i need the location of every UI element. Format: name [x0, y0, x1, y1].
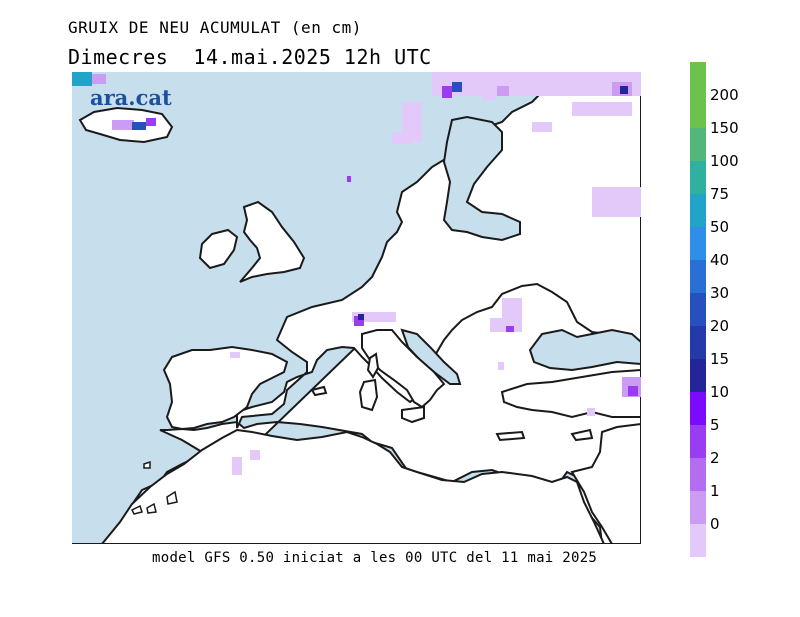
- snow-cell: [506, 326, 514, 332]
- model-run-info: model GFS 0.50 iniciat a les 00 UTC del …: [152, 550, 598, 566]
- snow-cell: [587, 408, 595, 416]
- legend-label: 15: [710, 350, 730, 368]
- snow-cell: [232, 457, 242, 475]
- land-corsica: [366, 352, 380, 379]
- legend-swatch: [690, 524, 706, 557]
- legend-label: 75: [710, 185, 730, 203]
- snow-cell: [250, 450, 260, 460]
- snow-cell: [620, 86, 628, 94]
- chart-title: GRUIX DE NEU ACUMULAT (en cm): [68, 18, 362, 37]
- snow-cell: [230, 352, 240, 358]
- legend-swatch: [690, 62, 706, 95]
- snow-cell: [592, 187, 641, 217]
- snow-cell: [502, 298, 522, 318]
- land-canary-islands: [130, 460, 178, 515]
- snow-cell: [628, 386, 638, 396]
- land-crete: [495, 430, 526, 442]
- snow-cell: [498, 362, 504, 370]
- legend-swatch: [690, 392, 706, 425]
- snow-cell: [358, 314, 364, 320]
- snow-cell: [452, 82, 462, 92]
- legend-swatch: [690, 293, 706, 326]
- legend-swatch: [690, 458, 706, 491]
- legend-label: 150: [710, 119, 739, 137]
- snow-cell: [442, 86, 452, 98]
- legend-label: 100: [710, 152, 739, 170]
- snow-cell: [482, 82, 496, 100]
- legend-swatch: [690, 359, 706, 392]
- snow-cell: [392, 132, 412, 144]
- snow-cell: [354, 316, 364, 326]
- land-anatolia: [500, 368, 641, 419]
- snow-cell: [572, 102, 632, 116]
- snow-cell: [72, 72, 92, 86]
- legend-swatch: [690, 491, 706, 524]
- snow-depth-map: ara.cat: [72, 72, 641, 544]
- legend-label: 20: [710, 317, 730, 335]
- legend-label: 2: [710, 449, 720, 467]
- legend-label: 10: [710, 383, 730, 401]
- land-iberia: [162, 345, 289, 431]
- land-sardinia: [358, 378, 379, 412]
- legend-color-bar: [690, 62, 708, 557]
- land-ireland: [198, 228, 239, 270]
- black-sea: [528, 328, 641, 372]
- snow-cell: [112, 120, 134, 130]
- snow-cell: [432, 72, 641, 96]
- legend-swatch: [690, 260, 706, 293]
- legend-swatch: [690, 194, 706, 227]
- land-middle-east: [570, 422, 641, 544]
- land-africa: [72, 428, 606, 544]
- baltic-sea: [442, 115, 521, 242]
- brand-logo: ara.cat: [90, 85, 172, 110]
- legend-label: 0: [710, 515, 720, 533]
- snow-cell: [132, 122, 146, 130]
- legend-label: 200: [710, 86, 739, 104]
- legend-label: 1: [710, 482, 720, 500]
- legend-swatch: [690, 128, 706, 161]
- legend-label: 30: [710, 284, 730, 302]
- land-europe-africa: [72, 72, 641, 544]
- legend-swatch: [690, 326, 706, 359]
- snow-cell: [92, 74, 106, 84]
- valid-time-label: Dimecres 14.mai.2025 12h UTC: [68, 45, 432, 69]
- snow-cell: [497, 86, 509, 96]
- snow-cell: [352, 312, 396, 322]
- snow-cell: [146, 118, 156, 126]
- legend-swatch: [690, 161, 706, 194]
- land-cyprus: [570, 428, 594, 442]
- legend-swatch: [690, 425, 706, 458]
- legend-label: 5: [710, 416, 720, 434]
- land-sicily: [401, 405, 425, 424]
- land-great-britain: [239, 200, 306, 283]
- land-balearics: [310, 385, 328, 397]
- legend-swatch: [690, 227, 706, 260]
- legend-swatch: [690, 95, 706, 128]
- legend-label: 50: [710, 218, 730, 236]
- snow-cell: [347, 176, 351, 182]
- legend-label: 40: [710, 251, 730, 269]
- snow-cell: [532, 122, 552, 132]
- snow-cells: [72, 72, 641, 475]
